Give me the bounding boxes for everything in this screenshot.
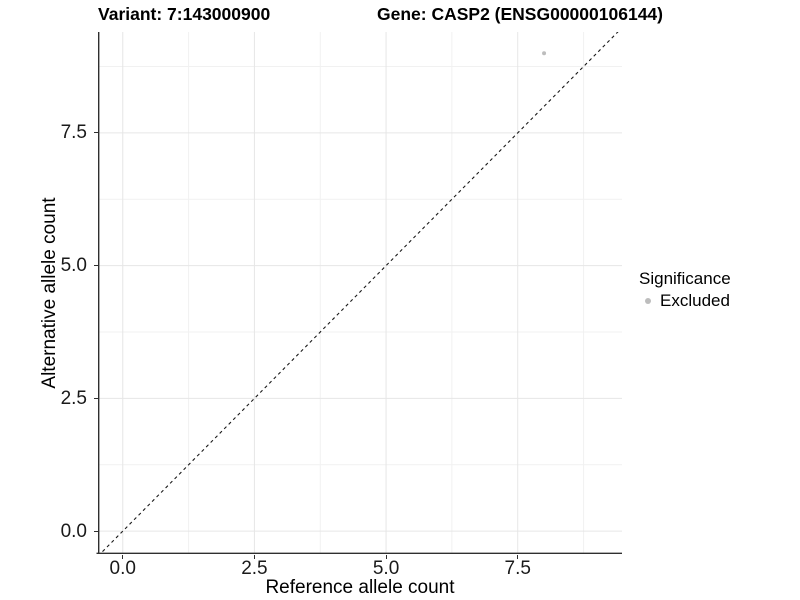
legend-point-icon: [645, 298, 651, 304]
y-tick-mark: [93, 132, 98, 134]
panel-content: [98, 32, 622, 554]
x-tick-label: 7.5: [504, 557, 531, 579]
y-tick-label: 5.0: [60, 255, 87, 277]
y-tick-mark: [93, 265, 98, 267]
x-tick-mark: [253, 554, 255, 559]
y-tick-label: 2.5: [60, 387, 87, 409]
x-tick-label: 2.5: [241, 557, 268, 579]
plot-panel: [96, 32, 622, 554]
x-tick-mark: [517, 554, 519, 559]
legend-title: Significance: [639, 269, 731, 288]
x-tick-label: 5.0: [372, 557, 400, 579]
x-axis-title: Reference allele count: [265, 577, 455, 598]
plot-title-gene: Gene: CASP2 (ENSG00000106144): [377, 4, 663, 24]
legend-item-excluded: Excluded: [639, 291, 731, 311]
y-axis-title: Alternative allele count: [39, 197, 60, 389]
x-tick-mark: [385, 554, 387, 559]
x-tick-label: 0.0: [109, 557, 136, 579]
legend-item-label: Excluded: [660, 291, 730, 310]
y-tick-label: 7.5: [60, 122, 87, 144]
legend: Significance Excluded: [639, 268, 731, 311]
x-tick-mark: [122, 554, 124, 559]
y-tick-mark: [93, 530, 98, 532]
y-tick-label: 0.0: [60, 520, 87, 542]
data-point: [542, 51, 547, 56]
y-tick-mark: [93, 397, 98, 399]
identity-line: [99, 32, 619, 554]
plot-title-variant: Variant: 7:143000900: [98, 4, 271, 24]
plot-area-svg: [96, 32, 622, 554]
